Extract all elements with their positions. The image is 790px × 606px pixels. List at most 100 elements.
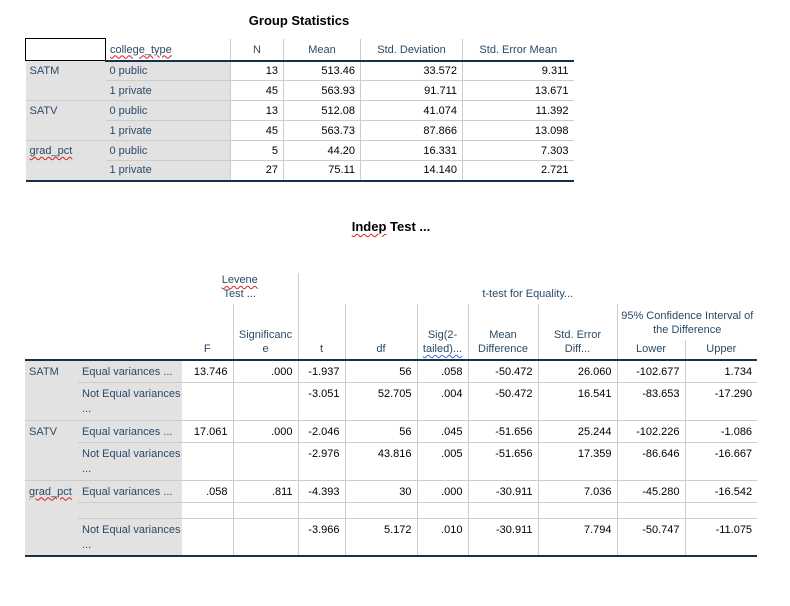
indep-test-title: Indep Test ... xyxy=(351,219,431,234)
group-statistics-title: Group Statistics xyxy=(248,13,350,28)
table-row: 1 private 45 563.93 91.711 13.671 xyxy=(26,80,574,101)
variances-label: Not Equal variances... xyxy=(78,518,182,557)
cell-std-error-mean: 9.311 xyxy=(462,60,574,81)
cell-n: 13 xyxy=(230,60,284,81)
group-stats-header-row: college_type N Mean Std. Deviation Std. … xyxy=(25,38,574,62)
cell-mean-difference: -51.656 xyxy=(467,442,538,481)
cell-std-deviation: 33.572 xyxy=(360,60,463,81)
cell-std-error-difference: 7.036 xyxy=(537,480,617,503)
cell-lower: -102.226 xyxy=(616,420,685,443)
col-header-lower: Lower xyxy=(616,340,685,361)
empty-cell xyxy=(297,502,345,519)
group-label: 0 public xyxy=(105,140,231,161)
cell-std-deviation: 16.331 xyxy=(360,140,463,161)
cell-t: -3.051 xyxy=(297,382,345,421)
col-header-f: F xyxy=(182,304,233,361)
col-header-mean-difference: Mean Difference xyxy=(467,304,538,361)
cell-n: 45 xyxy=(230,120,284,141)
empty-cell xyxy=(467,502,538,519)
empty-cell xyxy=(537,502,617,519)
cell-f: 17.061 xyxy=(182,420,233,443)
cell-f xyxy=(182,442,233,481)
spacer-row xyxy=(25,502,758,519)
cell-f: 13.746 xyxy=(182,360,233,383)
empty-cell xyxy=(232,502,298,519)
empty-corner xyxy=(25,273,182,304)
cell-significance xyxy=(232,442,298,481)
variances-label: Not Equal variances... xyxy=(78,382,182,421)
cell-mean-difference: -30.911 xyxy=(467,518,538,557)
empty-cell xyxy=(416,502,468,519)
table-row: Not Equal variances... -3.966 5.172 .010… xyxy=(25,518,758,557)
cell-std-deviation: 14.140 xyxy=(360,160,463,182)
cell-mean-difference: -50.472 xyxy=(467,382,538,421)
indep-test-table[interactable]: Levene Test ... t-test for Equality... F… xyxy=(25,273,758,557)
col-header-t: t xyxy=(297,304,345,361)
table-row: Not Equal variances... -3.051 52.705 .00… xyxy=(25,382,758,421)
cell-sig-2-tailed: .058 xyxy=(416,360,468,383)
group-label: 1 private xyxy=(105,160,231,182)
col-header-college-type: college_type xyxy=(105,38,231,62)
cell-lower: -50.747 xyxy=(616,518,685,557)
variances-label: Equal variances ... xyxy=(78,480,182,503)
row-label-grad-pct: grad_pct xyxy=(25,480,78,557)
cell-n: 13 xyxy=(230,100,284,121)
cell-std-error-difference: 16.541 xyxy=(537,382,617,421)
table-row: SATV Equal variances ... 17.061 .000 -2.… xyxy=(25,420,758,481)
cell-significance xyxy=(232,518,298,557)
cell-sig-2-tailed: .004 xyxy=(416,382,468,421)
cell-t: -2.046 xyxy=(297,420,345,443)
cell-upper: -17.290 xyxy=(684,382,758,421)
cell-t: -2.976 xyxy=(297,442,345,481)
cell-sig-2-tailed: .010 xyxy=(416,518,468,557)
cell-mean: 563.93 xyxy=(283,80,361,101)
cell-t: -1.937 xyxy=(297,360,345,383)
empty-cell xyxy=(344,502,417,519)
col-header-sig-2-tailed: Sig(2- tailed)... xyxy=(416,304,468,361)
col-header-significance: Significanc e xyxy=(232,304,298,361)
cell-std-deviation: 91.711 xyxy=(360,80,463,101)
variances-label: Equal variances ... xyxy=(78,420,182,443)
cell-std-deviation: 87.866 xyxy=(360,120,463,141)
span-header-row: Levene Test ... t-test for Equality... xyxy=(25,273,758,304)
empty-cell xyxy=(684,502,758,519)
cell-df: 30 xyxy=(344,480,417,503)
row-label-satm: SATM xyxy=(25,60,106,101)
cell-upper: -1.086 xyxy=(684,420,758,443)
empty-header-cell xyxy=(25,304,182,361)
column-header-row: F Significanc e t df Sig(2- tailed)... Mea… xyxy=(25,304,758,361)
group-statistics-table[interactable]: college_type N Mean Std. Deviation Std. … xyxy=(25,38,574,182)
variances-label: Not Equal variances... xyxy=(78,442,182,481)
cell-std-deviation: 41.074 xyxy=(360,100,463,121)
table-row: grad_pct Equal variances ... .058 .811 -… xyxy=(25,480,758,557)
cell-sig-2-tailed: .005 xyxy=(416,442,468,481)
empty-cell xyxy=(182,502,233,519)
cell-n: 45 xyxy=(230,80,284,101)
col-header-std-deviation: Std. Deviation xyxy=(360,38,463,62)
cell-std-error-difference: 7.794 xyxy=(537,518,617,557)
table-row: SATV 0 public 13 512.08 41.074 11.392 xyxy=(25,100,574,141)
cell-df: 56 xyxy=(344,420,417,443)
cell-lower: -86.646 xyxy=(616,442,685,481)
group-label: 1 private xyxy=(105,80,231,101)
cell-df: 56 xyxy=(344,360,417,383)
col-header-upper: Upper xyxy=(684,340,758,361)
empty-cell xyxy=(78,502,182,519)
cell-mean-difference: -30.911 xyxy=(467,480,538,503)
cell-mean: 513.46 xyxy=(283,60,361,81)
cell-std-error-difference: 26.060 xyxy=(537,360,617,383)
ci-subheader-row: Lower Upper xyxy=(25,340,758,361)
group-label: 0 public xyxy=(105,100,231,121)
group-label: 1 private xyxy=(105,120,231,141)
levene-test-span-header: Levene Test ... xyxy=(221,274,258,300)
cell-significance xyxy=(232,382,298,421)
ttest-span-header: t-test for Equality... xyxy=(297,273,758,304)
group-label: 0 public xyxy=(105,60,231,81)
cell-f xyxy=(182,382,233,421)
cell-df: 43.816 xyxy=(344,442,417,481)
cell-mean: 44.20 xyxy=(283,140,361,161)
cell-df: 52.705 xyxy=(344,382,417,421)
cell-lower: -102.677 xyxy=(616,360,685,383)
cell-t: -4.393 xyxy=(297,480,345,503)
cell-sig-2-tailed: .045 xyxy=(416,420,468,443)
